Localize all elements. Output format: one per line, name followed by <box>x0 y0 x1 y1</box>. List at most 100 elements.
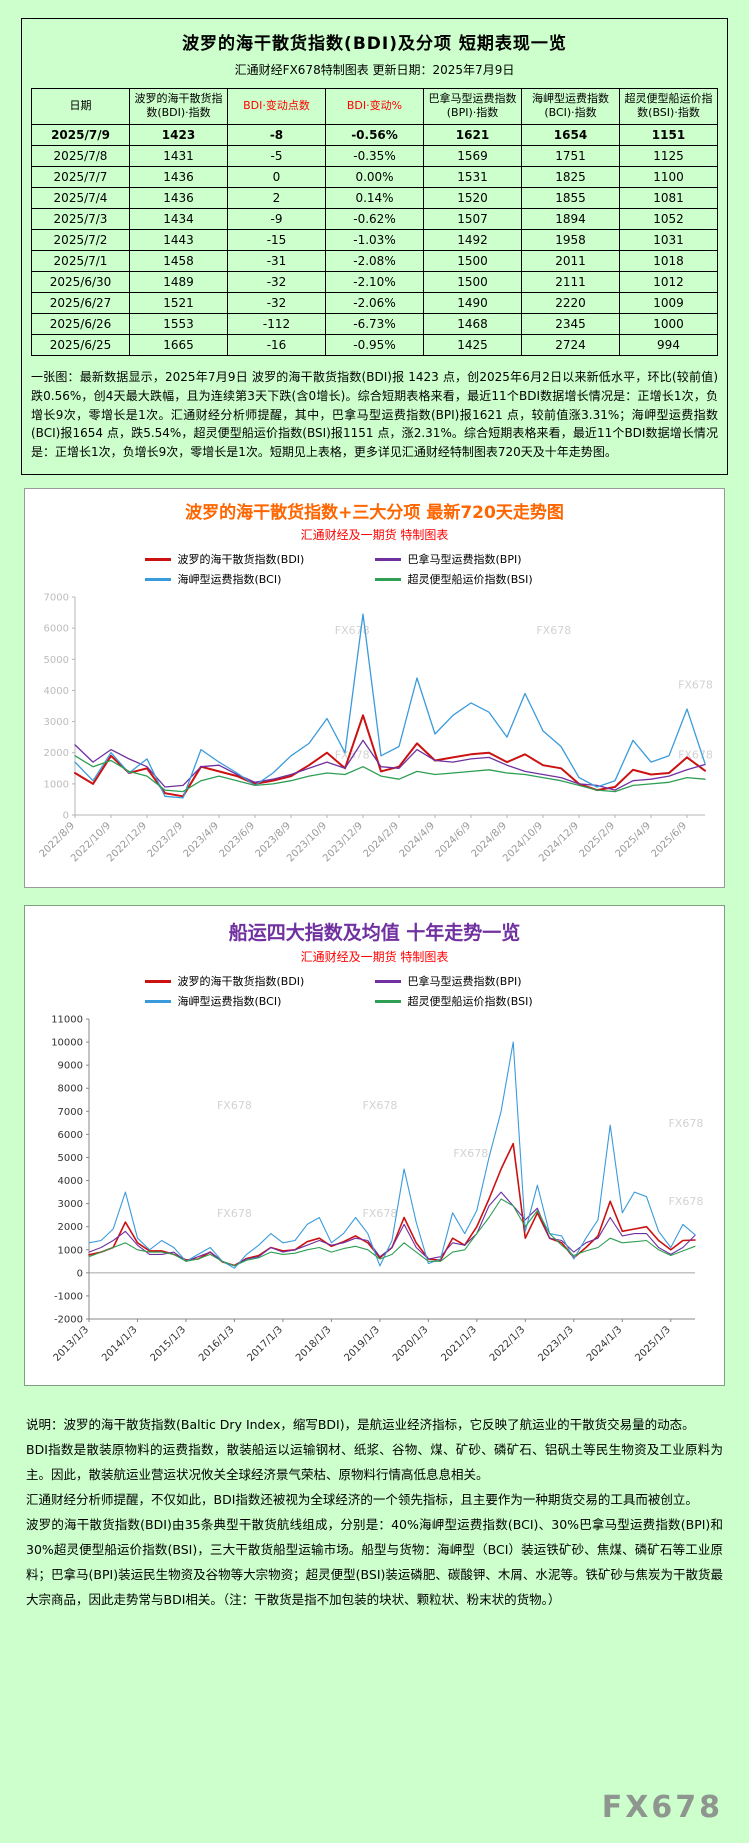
x-axis-label: 2024/4/9 <box>398 821 438 861</box>
table-cell: 2025/6/26 <box>31 312 130 335</box>
series-line-1 <box>87 1191 696 1267</box>
chart-10y-svg: FX678 FX678 FX678 FX678 FX678 FX678 FX678 -2000… <box>51 1015 703 1365</box>
legend-label: 巴拿马型运费指数(BPI) <box>407 553 522 567</box>
series-line-2 <box>74 613 706 799</box>
table-row: 2025/6/30 1489 -32 -2.10% 1500 2111 1012 <box>31 270 718 293</box>
table-cell: -5 <box>227 144 326 167</box>
table-cell: 1569 <box>423 144 522 167</box>
table-cell: 1492 <box>423 228 522 251</box>
legend-label: 超灵便型船运价指数(BSI) <box>407 573 533 587</box>
series-line-3 <box>87 1198 696 1267</box>
table-cell: -2.10% <box>325 270 424 293</box>
series-line-3 <box>74 755 706 793</box>
chart-watermark: FX678 <box>678 679 713 692</box>
chart-720d-subtitle: 汇通财经及一期货 特制图表 <box>300 528 449 543</box>
table-cell: 1081 <box>619 186 718 209</box>
table-cell: 2724 <box>521 333 620 356</box>
table-cell: -6.73% <box>325 312 424 335</box>
table-row: 2025/7/3 1434 -9 -0.62% 1507 1894 1052 <box>31 207 718 230</box>
table-cell: -0.56% <box>325 123 424 146</box>
bdi-table: 日期 波罗的海干散货指数(BDI)·指数 BDI·变动点数 BDI·变动% 巴拿马型运费… <box>31 88 718 356</box>
x-axis-label: 2023/6/9 <box>218 821 258 861</box>
chart-watermark: FX678 <box>536 624 571 637</box>
table-cell: 0.00% <box>325 165 424 188</box>
y-axis-label: 3000 <box>57 1199 82 1210</box>
y-axis-label: 6000 <box>57 1130 82 1141</box>
table-cell: 0 <box>227 165 326 188</box>
legend-swatch <box>374 979 401 983</box>
series-line-2 <box>87 1041 696 1270</box>
y-axis-label: 11000 <box>51 1015 83 1026</box>
series-line-0 <box>74 714 706 798</box>
table-cell: 1855 <box>521 186 620 209</box>
x-axis-label: 2017/1/3 <box>245 1325 285 1365</box>
fx678-watermark: FX678 <box>601 1790 723 1825</box>
x-axis-label: 2024/1/3 <box>584 1325 624 1365</box>
chart-watermark: FX678 <box>668 1117 703 1130</box>
legend-item: 巴拿马型运费指数(BPI) <box>374 551 605 567</box>
table-cell: 1489 <box>129 270 228 293</box>
legend-label: 波罗的海干散货指数(BDI) <box>177 553 305 567</box>
table-row: 2025/6/26 1553 -112 -6.73% 1468 2345 1000 <box>31 312 718 335</box>
y-axis-label: 2000 <box>44 749 69 760</box>
column-header: 波罗的海干散货指数(BDI)·指数 <box>129 88 228 125</box>
legend-item: 海岬型运费指数(BCI) <box>144 571 375 587</box>
legend-swatch <box>374 557 401 561</box>
table-cell: 1018 <box>619 249 718 272</box>
description-paragraph: 说明：波罗的海干散货指数(Baltic Dry Index，缩写BDI)，是航运… <box>26 1417 695 1433</box>
table-cell: 1490 <box>423 291 522 314</box>
chart-720d-plot: FX678 FX678 FX678 FX678 FX678 0 1000 2000 3000 40… <box>29 589 720 881</box>
chart-watermark: FX678 <box>335 749 370 762</box>
legend-item: 波罗的海干散货指数(BDI) <box>144 551 375 567</box>
chart-watermark: FX678 <box>453 1147 488 1160</box>
legend-label: 巴拿马型运费指数(BPI) <box>407 975 522 989</box>
table-cell: -31 <box>227 249 326 272</box>
x-axis-label: 2014/1/3 <box>100 1325 140 1365</box>
table-cell: 1423 <box>129 123 228 146</box>
y-axis-label: 3000 <box>44 717 69 728</box>
x-axis-label: 2023/1/3 <box>536 1325 576 1365</box>
column-header: 巴拿马型运费指数(BPI)·指数 <box>423 88 522 125</box>
table-cell: -1.03% <box>325 228 424 251</box>
table-cell: -15 <box>227 228 326 251</box>
x-axis-label: 2024/2/9 <box>362 821 402 861</box>
table-cell: 1500 <box>423 249 522 272</box>
table-row: 2025/7/9 1423 -8 -0.56% 1621 1654 1151 <box>31 123 718 146</box>
table-cell: 2025/6/30 <box>31 270 130 293</box>
table-cell: 2025/6/27 <box>31 291 130 314</box>
table-cell: 1621 <box>423 123 522 146</box>
table-cell: 1665 <box>129 333 228 356</box>
y-axis-label: 8000 <box>57 1084 82 1095</box>
legend-item: 超灵便型船运价指数(BSI) <box>374 993 605 1009</box>
description-paragraph: 波罗的海干散货指数(BDI)由35条典型干散货航线组成，分别是：40%海岬型运费… <box>26 1517 723 1608</box>
description-paragraph: 汇通财经分析师提醒，不仅如此，BDI指数还被视为全球经济的一个领先指标，且主要作… <box>26 1492 698 1508</box>
x-axis-label: 2023/2/9 <box>146 821 186 861</box>
table-row: 2025/7/1 1458 -31 -2.08% 1500 2011 1018 <box>31 249 718 272</box>
table-cell: 1531 <box>423 165 522 188</box>
x-axis-label: 2016/1/3 <box>197 1325 237 1365</box>
table-cell: 2025/7/9 <box>31 123 130 146</box>
x-axis-label: 2013/1/3 <box>51 1325 91 1365</box>
table-cell: -0.35% <box>325 144 424 167</box>
legend-item: 巴拿马型运费指数(BPI) <box>374 973 605 989</box>
table-cell: 1012 <box>619 270 718 293</box>
legend-swatch <box>144 577 171 581</box>
table-cell: 1151 <box>619 123 718 146</box>
table-cell: 1468 <box>423 312 522 335</box>
table-cell: 1894 <box>521 207 620 230</box>
y-axis-label: 4000 <box>57 1176 82 1187</box>
table-cell: 2345 <box>521 312 620 335</box>
summary-note: 一张图：最新数据显示，2025年7月9日 波罗的海干散货指数(BDI)报 142… <box>31 369 718 460</box>
table-header-row: 日期 波罗的海干散货指数(BDI)·指数 BDI·变动点数 BDI·变动% 巴拿马型运费… <box>31 88 718 125</box>
chart-watermark: FX678 <box>216 1099 251 1112</box>
legend-label: 波罗的海干散货指数(BDI) <box>177 975 305 989</box>
table-cell: 1521 <box>129 291 228 314</box>
legend-item: 海岬型运费指数(BCI) <box>144 993 375 1009</box>
chart-720d-legend: 波罗的海干散货指数(BDI) 巴拿马型运费指数(BPI) 海岬型运费指数(BCI) 超… <box>144 551 605 587</box>
table-cell: -0.95% <box>325 333 424 356</box>
chart-10y-plot: FX678 FX678 FX678 FX678 FX678 FX678 FX678 -2000… <box>33 1011 716 1379</box>
y-axis-label: 5000 <box>57 1153 82 1164</box>
chart-watermark: FX678 <box>216 1207 251 1220</box>
y-axis-label: -1000 <box>53 1292 82 1303</box>
